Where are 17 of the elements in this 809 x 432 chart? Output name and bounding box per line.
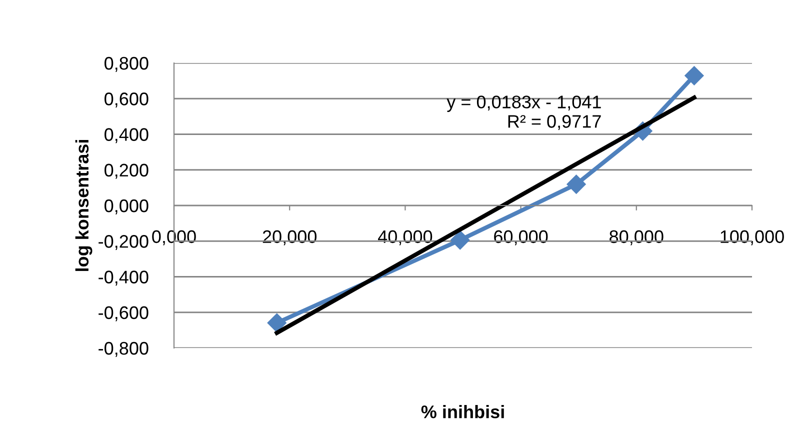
point <box>684 66 704 86</box>
point <box>566 174 586 194</box>
y-tick-label: 0,200 <box>104 164 148 179</box>
y-tick-label: 0,800 <box>104 56 148 72</box>
point <box>267 313 286 332</box>
y-axis-title: log konsentrasi <box>75 140 92 271</box>
y-tick-label: -0,200 <box>98 235 148 250</box>
y-tick-label: -0,600 <box>98 306 148 322</box>
y-tick-label: -0,400 <box>98 270 148 286</box>
annotation: y = 0,0183x - 1,041 R² = 0,9717 <box>446 96 601 130</box>
y-tick-label: 0,400 <box>104 128 148 144</box>
y-tick-label: -0,800 <box>98 342 148 357</box>
y-tick-label: 0,000 <box>104 199 148 214</box>
x-axis-title: % inihbisi <box>421 405 504 418</box>
x-tick-label: 100,000 <box>720 230 784 246</box>
y-tick-label: 0,600 <box>104 92 148 108</box>
point <box>450 230 470 250</box>
